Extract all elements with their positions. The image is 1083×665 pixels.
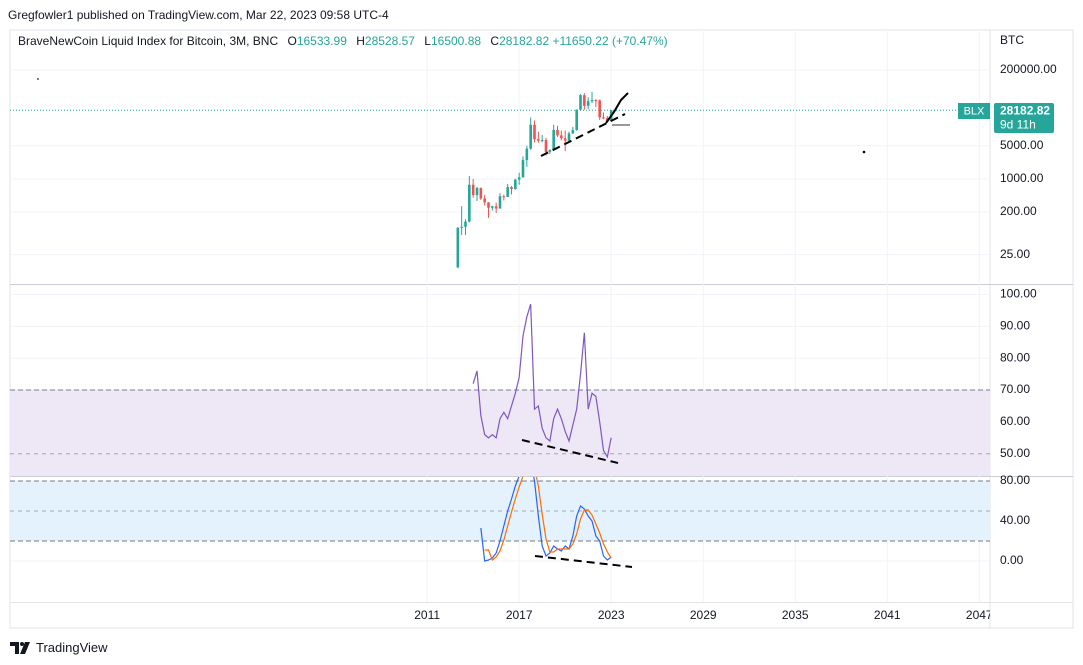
y-tick-label: 1000.00 [1000,171,1044,185]
y-tick-label: 25.00 [1000,247,1030,261]
drawings [37,78,866,568]
band [10,390,990,476]
candle-body [563,138,567,141]
candle-body [471,184,475,196]
change: +11650.22 (+70.47%) [552,34,668,48]
candle-body [552,129,555,150]
indicator-line [484,477,612,561]
candle-body [494,206,498,209]
y-tick-label: 70.00 [1000,382,1030,396]
y-tick-label: 80.00 [1000,473,1030,487]
y-tick-label: 200000.00 [1000,62,1057,76]
candle-body [491,206,494,208]
candle-body [537,139,540,141]
candle-body [544,140,548,152]
candle-body [483,198,486,203]
y-tick-label: 60.00 [1000,414,1030,428]
candle-body [521,160,525,178]
candle-body [487,202,490,208]
symbol-title: BraveNewCoin Liquid Index for Bitcoin, 3… [18,34,279,48]
ohlc-prefix: C [490,34,500,48]
y-tick-label: 50.00 [1000,446,1030,460]
candle-body [533,124,536,140]
indicator-line [472,303,612,459]
last-price: 28182.82 [1000,104,1050,118]
ohlc-value: 16500.88 [430,34,482,48]
candle-body [590,100,594,102]
candle-body [525,148,529,161]
y-tick-label: 40.00 [1000,513,1030,527]
brand: TradingView [36,640,108,655]
y-tick-label: 0.00 [1000,553,1024,567]
candle-body [540,140,544,142]
symbol-tag: BLX [964,105,985,117]
x-tick-label: 2041 [874,608,901,622]
trend-line [534,555,633,568]
candle-body [556,129,559,136]
logo [10,641,30,654]
candle-body [464,221,467,227]
y-tick-label: 80.00 [1000,350,1030,364]
trend-line [540,113,626,157]
candle-body [586,101,590,106]
trend-line [521,439,619,464]
candle-body [548,149,552,152]
y-tick-label: 5000.00 [1000,138,1044,152]
indicator-line [480,477,612,562]
candle-body [506,187,509,197]
y-tick-label: 200.00 [1000,204,1037,218]
candle-body [575,109,578,130]
candle-body [460,226,463,228]
dot [862,150,866,154]
currency-label: BTC [1000,33,1024,47]
x-tick-label: 2011 [414,608,440,622]
candle-body [479,188,483,199]
x-tick-label: 2047 [966,608,993,622]
x-tick-label: 2023 [598,608,625,622]
trend-line [605,92,629,124]
legend: BraveNewCoin Liquid Index for Bitcoin, 3… [18,34,668,48]
candle-body [517,177,521,180]
candle-body [514,179,517,190]
x-tick-label: 2035 [782,608,809,622]
ohlc-value: 28528.57 [364,34,415,48]
candle-body [510,187,513,190]
candle-body [598,100,601,118]
y-tick-label: 90.00 [1000,319,1030,333]
ohlc-prefix: H [356,34,365,48]
ohlc-prefix: L [424,34,431,48]
ohlc-prefix: O [287,34,297,48]
footer[interactable]: TradingView [10,640,108,655]
candle-body [571,129,575,134]
candle-body [468,184,471,222]
dot [37,78,39,80]
x-tick-label: 2029 [690,608,717,622]
price-label-bg [994,103,1054,133]
frame [9,29,1074,629]
candle-body [579,95,582,110]
symbol-tag-bg [958,103,990,119]
candle-body [456,227,460,268]
candle-body [594,100,598,102]
candle-body [560,135,563,139]
x-tick-label: 2017 [506,608,533,622]
candle-body [583,95,586,106]
ohlc-value: 16533.99 [296,34,347,48]
candle-body [475,188,479,196]
candle-body [498,196,502,209]
y-tick-label: 100.00 [1000,287,1037,301]
countdown: 9d 11h [1000,118,1036,132]
ohlc-value: 28182.82 [499,34,550,48]
publisher-line: Gregfowler1 published on TradingView.com… [8,8,389,22]
candle-body [602,117,605,119]
candle-body [502,196,506,198]
candle-body [529,124,532,149]
candle-body [567,133,571,141]
